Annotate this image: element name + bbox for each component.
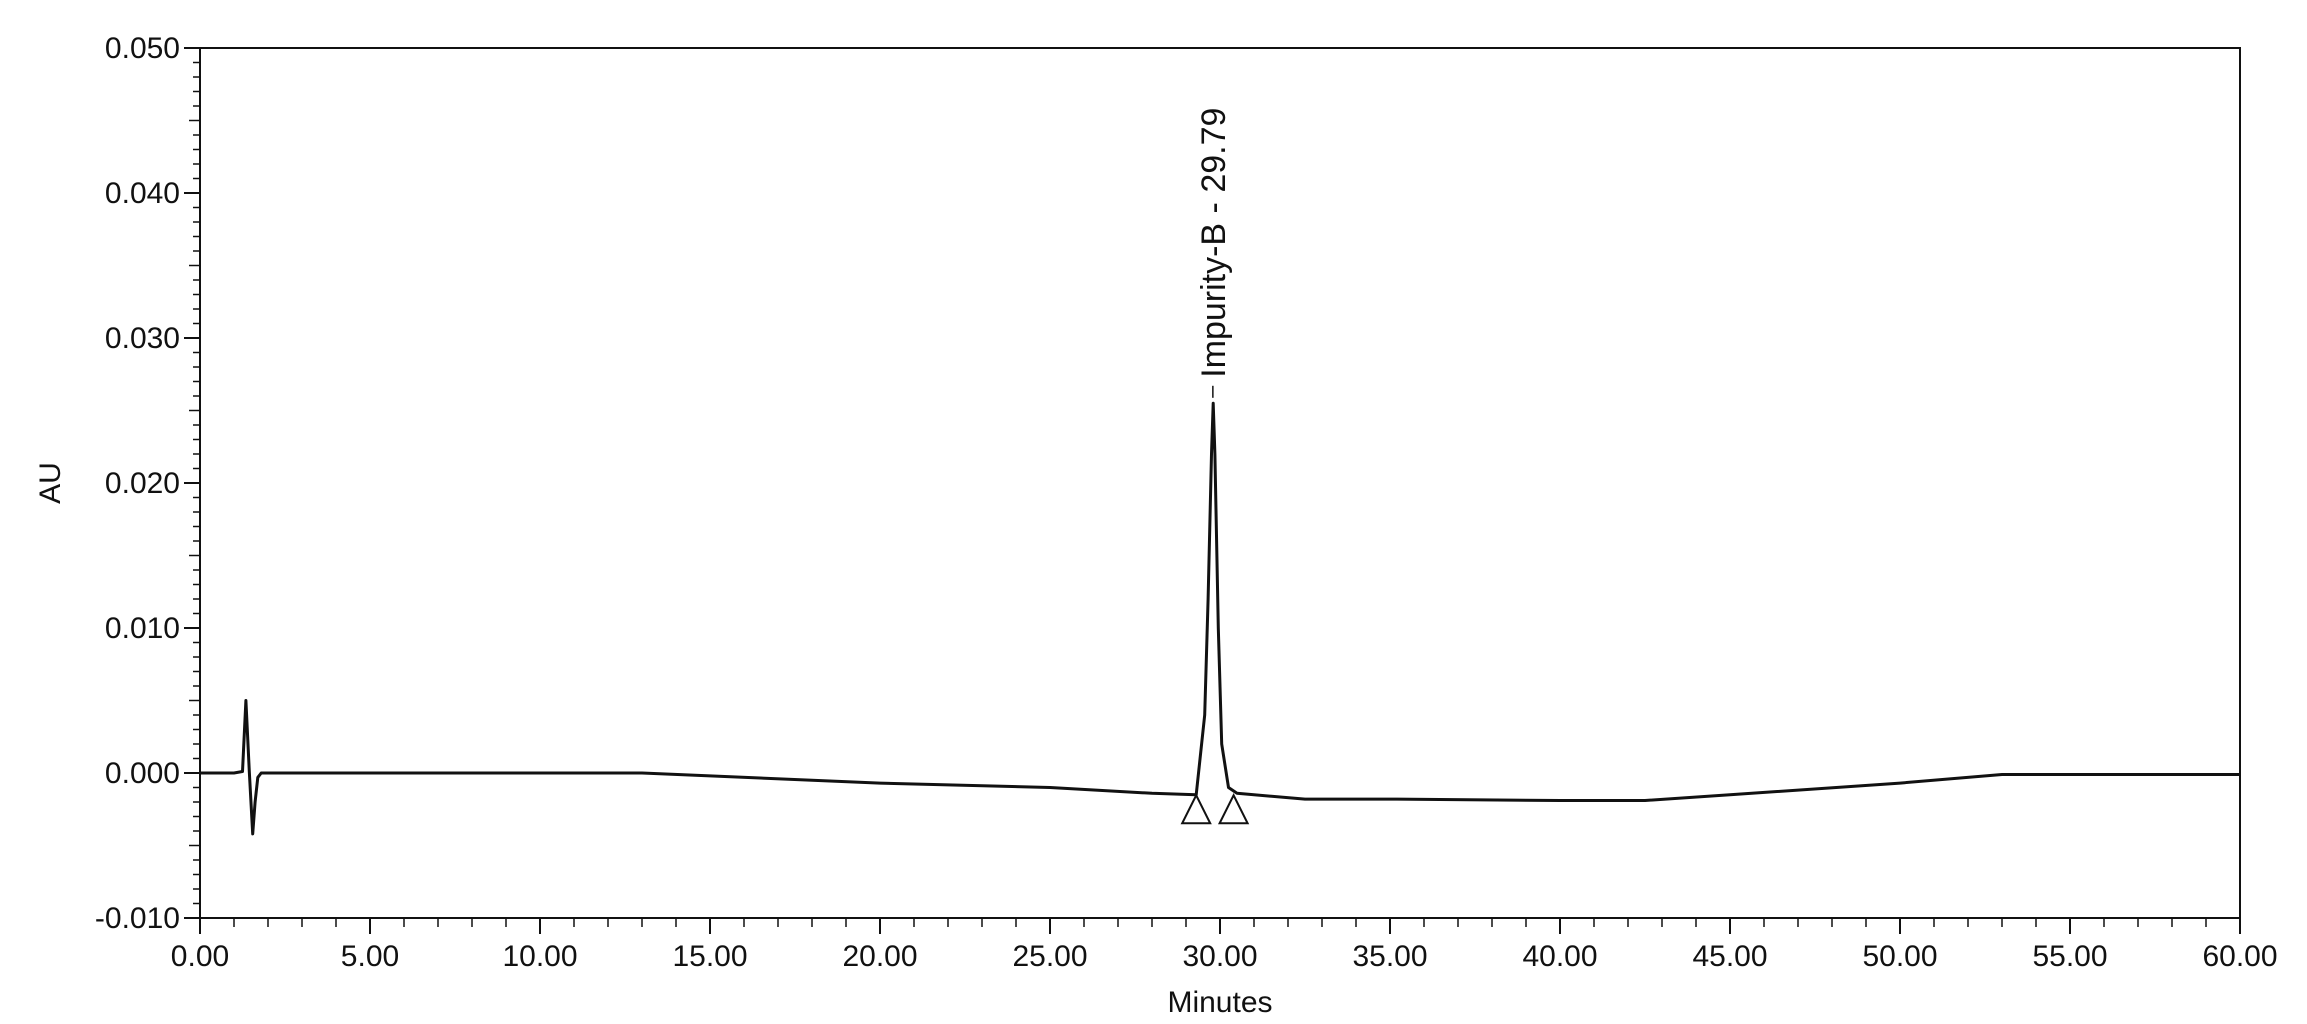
y-axis: -0.010 0.000 0.010 0.020 0.030 0.040 0.050: [95, 32, 200, 935]
x-axis: 0.00 5.00 10.00 15.00 20.00 25.00 30.00 35.00 40…: [171, 918, 2278, 973]
x-tick-label: 40.00: [1522, 940, 1597, 973]
x-axis-title: Minutes: [1167, 986, 1272, 1019]
peak-label: Impurity-B - 29.79: [1195, 108, 1233, 378]
y-tick-label: 0.010: [105, 612, 180, 645]
y-tick-label: 0.000: [105, 757, 180, 790]
x-tick-label: 5.00: [341, 940, 399, 973]
peak-end-marker: [1217, 793, 1250, 825]
x-tick-label: 35.00: [1352, 940, 1427, 973]
y-tick-label: 0.030: [105, 322, 180, 355]
x-tick-label: 50.00: [1862, 940, 1937, 973]
peak-annotations: Impurity-B - 29.79: [1180, 108, 1250, 825]
peak-start-marker: [1180, 793, 1212, 825]
x-tick-label: 0.00: [171, 940, 229, 973]
x-tick-label: 15.00: [672, 940, 747, 973]
y-tick-label: 0.040: [105, 177, 180, 210]
x-tick-label: 30.00: [1182, 940, 1257, 973]
chromatogram-trace: [200, 401, 2240, 836]
y-axis-title: AU: [34, 462, 67, 504]
x-tick-label: 10.00: [502, 940, 577, 973]
y-tick-label: 0.050: [105, 32, 180, 65]
y-tick-label: 0.020: [105, 467, 180, 500]
x-tick-label: 60.00: [2202, 940, 2277, 973]
x-tick-label: 45.00: [1692, 940, 1767, 973]
x-tick-label: 25.00: [1012, 940, 1087, 973]
y-tick-label: -0.010: [95, 902, 180, 935]
x-tick-label: 55.00: [2032, 940, 2107, 973]
x-tick-label: 20.00: [842, 940, 917, 973]
